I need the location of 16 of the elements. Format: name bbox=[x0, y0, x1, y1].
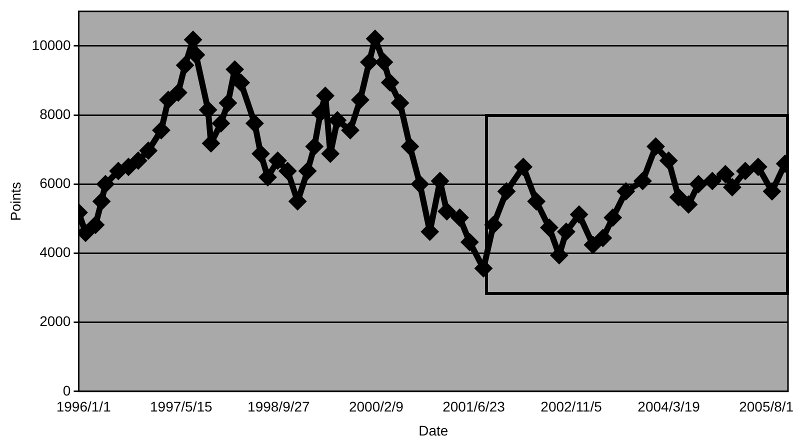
x-axis-title: Date bbox=[418, 422, 448, 438]
y-tick-label: 0 bbox=[62, 382, 71, 398]
x-tick-label: 1996/1/1 bbox=[56, 398, 112, 415]
y-tick-label: 4000 bbox=[40, 244, 71, 260]
y-tick-label: 2000 bbox=[40, 313, 71, 330]
x-tick-label: 2004/3/19 bbox=[638, 398, 700, 415]
x-tick-label: 2001/6/23 bbox=[442, 398, 506, 415]
x-tick-label: 1997/5/15 bbox=[150, 398, 212, 415]
y-tick-label: 10000 bbox=[32, 36, 71, 53]
y-tick-label: 6000 bbox=[40, 174, 71, 191]
x-tick-label: 2000/2/9 bbox=[348, 398, 404, 415]
y-axis-title: Points bbox=[7, 182, 24, 221]
x-tick-label: 2002/11/5 bbox=[540, 398, 602, 415]
x-tick-label: 2005/8/1 bbox=[739, 398, 794, 415]
x-tick-label: 1998/9/27 bbox=[248, 398, 310, 415]
y-tick-label: 8000 bbox=[40, 106, 71, 122]
